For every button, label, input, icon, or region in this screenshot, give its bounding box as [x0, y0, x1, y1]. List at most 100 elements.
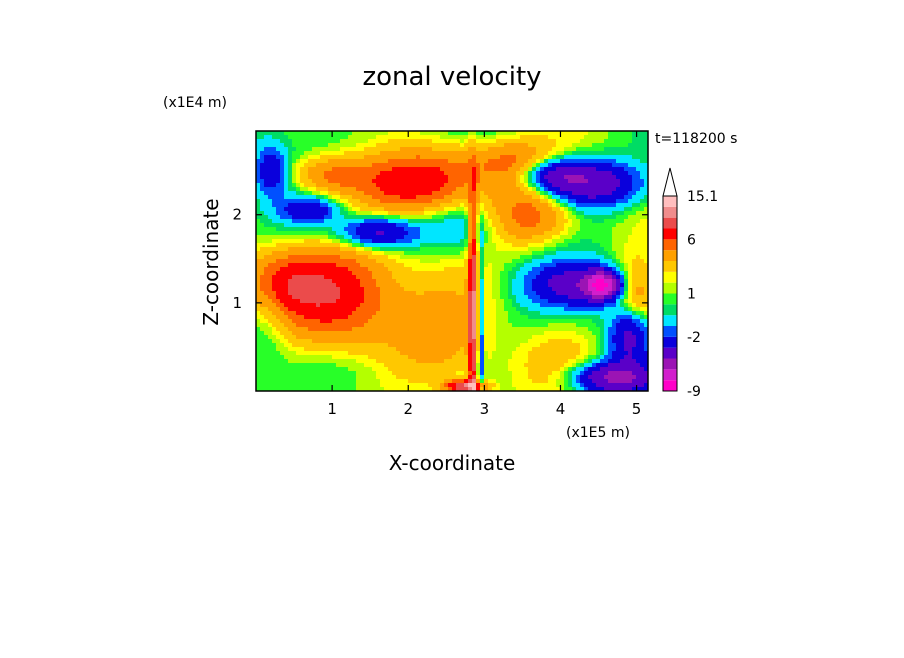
field-cell: [584, 283, 589, 288]
field-cell: [272, 243, 277, 248]
field-cell: [504, 327, 509, 332]
field-cell: [520, 327, 525, 332]
field-cell: [260, 251, 265, 256]
field-cell: [576, 199, 581, 204]
field-cell: [256, 243, 261, 248]
field-cell: [384, 255, 389, 260]
field-cell: [576, 143, 581, 148]
field-cell: [340, 219, 345, 224]
field-cell: [632, 147, 637, 152]
field-cell: [476, 319, 481, 324]
field-cell: [620, 331, 625, 336]
field-cell: [384, 227, 389, 232]
field-cell: [404, 243, 409, 248]
field-cell: [320, 171, 325, 176]
field-cell: [348, 291, 353, 296]
field-cell: [344, 291, 349, 296]
field-cell: [508, 303, 513, 308]
field-cell: [280, 191, 285, 196]
field-cell: [372, 183, 377, 188]
field-cell: [424, 239, 429, 244]
field-cell: [580, 271, 585, 276]
field-cell: [384, 275, 389, 280]
field-cell: [432, 331, 437, 336]
field-cell: [624, 299, 629, 304]
field-cell: [332, 211, 337, 216]
field-cell: [388, 319, 393, 324]
field-cell: [640, 283, 645, 288]
field-cell: [572, 327, 577, 332]
field-cell: [580, 255, 585, 260]
field-cell: [556, 143, 561, 148]
field-cell: [332, 315, 337, 320]
field-cell: [276, 155, 281, 160]
field-cell: [268, 287, 273, 292]
field-cell: [356, 155, 361, 160]
field-cell: [508, 171, 513, 176]
field-cell: [412, 187, 417, 192]
field-cell: [564, 159, 569, 164]
field-cell: [476, 251, 481, 256]
field-cell: [368, 187, 373, 192]
field-cell: [576, 183, 581, 188]
field-cell: [264, 143, 269, 148]
field-cell: [420, 263, 425, 268]
field-cell: [320, 327, 325, 332]
field-cell: [452, 131, 457, 136]
field-cell: [612, 231, 617, 236]
field-cell: [476, 203, 481, 208]
field-cell: [444, 259, 449, 264]
field-cell: [364, 291, 369, 296]
field-cell: [352, 267, 357, 272]
field-cell: [260, 275, 265, 280]
field-cell: [572, 307, 577, 312]
field-cell: [560, 327, 565, 332]
field-cell: [468, 195, 473, 200]
field-cell: [604, 159, 609, 164]
field-cell: [644, 303, 649, 308]
field-cell: [616, 199, 621, 204]
field-cell: [268, 323, 273, 328]
field-cell: [420, 323, 425, 328]
field-cell: [360, 299, 365, 304]
field-cell: [584, 287, 589, 292]
field-cell: [572, 323, 577, 328]
field-cell: [620, 231, 625, 236]
field-cell: [284, 223, 289, 228]
field-cell: [568, 323, 573, 328]
field-cell: [596, 283, 601, 288]
field-cell: [560, 167, 565, 172]
field-cell: [276, 179, 281, 184]
field-cell: [332, 231, 337, 236]
field-cell: [524, 251, 529, 256]
field-cell: [412, 303, 417, 308]
field-cell: [292, 291, 297, 296]
field-cell: [308, 275, 313, 280]
field-cell: [596, 239, 601, 244]
field-cell: [476, 135, 481, 140]
field-cell: [348, 299, 353, 304]
field-cell: [536, 203, 541, 208]
field-cell: [516, 199, 521, 204]
field-cell: [552, 275, 557, 280]
field-cell: [576, 203, 581, 208]
field-cell: [276, 279, 281, 284]
field-cell: [440, 319, 445, 324]
field-cell: [444, 315, 449, 320]
field-cell: [488, 199, 493, 204]
field-cell: [428, 255, 433, 260]
field-cell: [564, 143, 569, 148]
field-cell: [324, 175, 329, 180]
field-cell: [532, 143, 537, 148]
field-cell: [424, 215, 429, 220]
field-cell: [312, 187, 317, 192]
field-cell: [300, 151, 305, 156]
field-cell: [508, 267, 513, 272]
field-cell: [624, 307, 629, 312]
field-cell: [548, 143, 553, 148]
field-cell: [620, 199, 625, 204]
field-cell: [444, 223, 449, 228]
field-cell: [480, 211, 485, 216]
field-cell: [564, 131, 569, 136]
field-cell: [264, 315, 269, 320]
